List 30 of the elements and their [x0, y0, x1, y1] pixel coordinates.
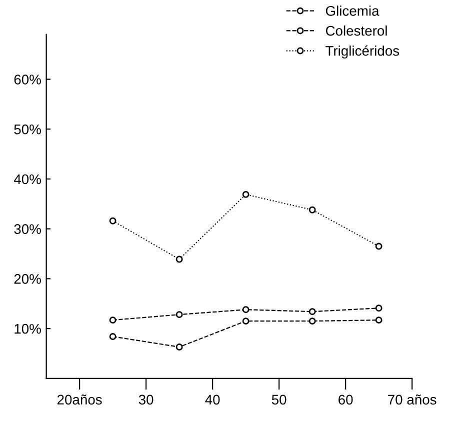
y-tick-label: 40%: [14, 174, 41, 184]
point: [375, 242, 382, 250]
legend-label: Triglicéridos: [326, 45, 400, 59]
point: [375, 304, 382, 312]
point: [176, 344, 183, 350]
y-tick-label: 50%: [14, 124, 41, 134]
y-tick-label: 30%: [14, 224, 41, 234]
y-tick-label: 60%: [14, 74, 41, 84]
y-tick-label: 20%: [14, 274, 41, 284]
point: [308, 318, 316, 325]
point: [308, 308, 316, 316]
point: [242, 190, 250, 198]
point: [308, 206, 316, 214]
point: [242, 318, 250, 325]
legend-label: Glicemia: [326, 6, 380, 16]
x-tick-label: 60: [338, 394, 353, 405]
point: [176, 256, 183, 263]
point: [109, 333, 116, 340]
x-tick-label: 20años: [57, 394, 102, 405]
x-tick-label: 30: [138, 394, 154, 405]
point: [176, 311, 183, 318]
y-tick-label: 10%: [14, 324, 41, 334]
point: [375, 316, 382, 324]
point: [109, 316, 116, 324]
point: [242, 306, 250, 314]
point: [109, 217, 116, 224]
legend-label: Colesterol: [326, 26, 387, 36]
x-tick-label: 40: [205, 394, 220, 405]
x-tick-label: 50: [272, 394, 286, 405]
x-tick-label: 70 años: [388, 394, 436, 405]
